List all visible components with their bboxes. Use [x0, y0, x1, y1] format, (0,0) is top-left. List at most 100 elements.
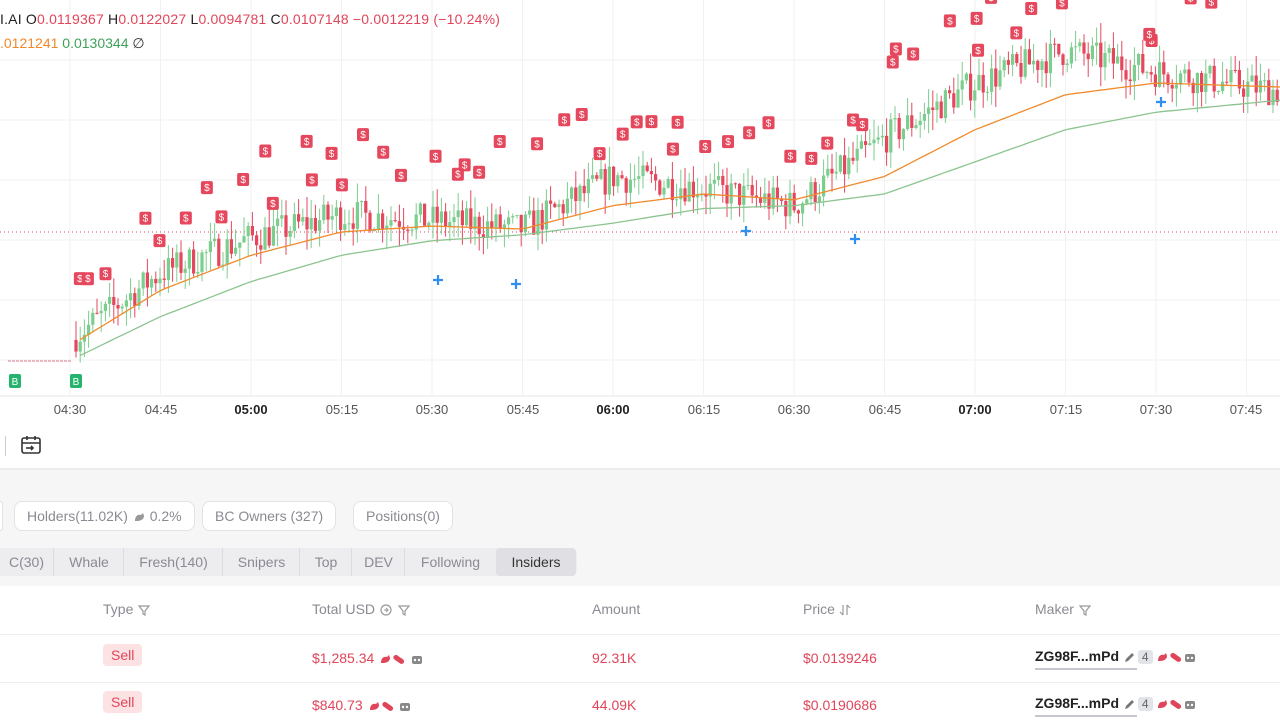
candle-body: [830, 168, 834, 174]
tab-snipers[interactable]: Snipers: [222, 548, 300, 576]
tab-c[interactable]: C(30): [8, 554, 44, 570]
candle-body: [788, 192, 792, 217]
candle-body: [780, 199, 784, 201]
candle-body: [662, 187, 666, 195]
filter-icon[interactable]: [1078, 603, 1092, 617]
candle-body: [351, 223, 355, 229]
candle-body: [990, 68, 994, 92]
candle-body: [1225, 81, 1229, 83]
sell-marker-label: $: [85, 274, 91, 285]
sell-marker-label: $: [183, 214, 189, 225]
candle-body: [213, 238, 217, 242]
candle-body: [267, 227, 271, 246]
candle-body: [981, 74, 985, 93]
candle-body: [124, 300, 128, 307]
amount-header[interactable]: Amount: [592, 601, 641, 617]
tab-top[interactable]: Top: [299, 548, 352, 576]
candle-body: [855, 148, 859, 161]
edit-icon[interactable]: [1123, 698, 1136, 711]
sell-marker: [99, 267, 112, 281]
total-usd-header[interactable]: Total USD: [312, 601, 411, 617]
tab-insiders[interactable]: Insiders: [496, 548, 576, 576]
bot-icon: [1184, 654, 1195, 663]
candle-body: [116, 304, 120, 309]
toolbar-divider: [5, 436, 6, 456]
positions-chip[interactable]: Positions(0): [353, 501, 453, 531]
candle-body: [834, 171, 838, 174]
bot-icon: [412, 656, 423, 665]
bc-owners-chip[interactable]: BC Owners (327): [202, 501, 337, 531]
candle-body: [969, 73, 973, 101]
candle-body: [91, 312, 95, 325]
sell-marker: [699, 139, 712, 153]
time-tick: 07:00: [958, 402, 992, 417]
candle-body: [570, 187, 574, 199]
candle-body: [242, 236, 246, 243]
type-header[interactable]: Type: [103, 601, 151, 617]
filter-icon[interactable]: [397, 603, 411, 617]
candle-body: [775, 187, 779, 200]
candle-body: [813, 182, 817, 203]
candle-body: [796, 210, 800, 214]
candle-body: [112, 296, 116, 305]
hide-indicator-icon[interactable]: ∅: [132, 35, 145, 51]
price-chart[interactable]: $ $ $$$$$$$$$$$$$$$$$$$$$ $$ $$$$ $$$$ $$$$ $$$…: [0, 0, 1280, 400]
sell-marker-label: $: [890, 58, 896, 69]
maker-address-link[interactable]: ZG98F...mPd: [1035, 648, 1120, 664]
maker-header[interactable]: Maker: [1035, 601, 1092, 617]
sell-marker: [1010, 26, 1023, 40]
tab-dev[interactable]: DEV: [351, 548, 405, 576]
maker-address-link[interactable]: ZG98F...mPd: [1035, 695, 1120, 711]
price-header[interactable]: Price: [803, 601, 851, 617]
date-range-icon[interactable]: [20, 434, 42, 456]
sell-marker-label: $: [398, 171, 404, 182]
candle-body: [654, 174, 658, 181]
candle-body: [414, 214, 418, 230]
filter-icon[interactable]: [137, 603, 151, 617]
time-tick: 07:15: [1049, 402, 1083, 417]
sell-marker: [237, 172, 250, 186]
candle-body: [280, 215, 284, 219]
tab-fresh[interactable]: Fresh(140): [123, 548, 223, 576]
chip-partial[interactable]: [0, 501, 3, 531]
sell-marker: [1184, 0, 1197, 5]
candle-body: [389, 220, 393, 226]
candle-body: [746, 184, 750, 186]
sell-marker: [458, 158, 471, 172]
buy-marker-label: B: [12, 377, 19, 388]
sell-marker-label: $: [910, 49, 916, 60]
sell-marker-label: $: [746, 128, 752, 139]
candle-body: [318, 220, 322, 231]
candle-body: [557, 204, 561, 208]
holders-chip[interactable]: Holders(11.02K) 0.2%: [14, 501, 195, 531]
sell-marker: [139, 211, 152, 225]
sort-icon[interactable]: [839, 603, 851, 617]
sell-marker: [907, 47, 920, 61]
sell-marker-label: $: [702, 142, 708, 153]
candle-body: [1208, 65, 1212, 74]
candle-body: [565, 198, 569, 214]
sell-marker: [335, 178, 348, 192]
candle-body: [633, 178, 637, 180]
tab-following[interactable]: Following: [404, 548, 496, 576]
sell-marker: [821, 136, 834, 150]
sell-marker-label: $: [825, 139, 831, 150]
candle-body: [1187, 69, 1191, 83]
candle-body: [910, 115, 914, 128]
candle-body: [1162, 62, 1166, 75]
candle-body: [129, 293, 133, 301]
candle-body: [200, 252, 204, 272]
time-tick: 04:45: [144, 402, 178, 417]
candle-body: [880, 135, 884, 138]
currency-toggle-icon[interactable]: [379, 603, 393, 617]
high-value: 0.0122027: [118, 11, 187, 27]
candle-body: [162, 278, 166, 280]
candle-body: [515, 214, 519, 216]
candle-body: [427, 222, 431, 226]
tab-whale[interactable]: Whale: [53, 548, 124, 576]
candle-body: [150, 278, 154, 288]
candle-body: [1015, 54, 1019, 63]
candle-body: [1229, 70, 1233, 83]
ma-slow-line: [79, 99, 1280, 357]
edit-icon[interactable]: [1123, 651, 1136, 664]
